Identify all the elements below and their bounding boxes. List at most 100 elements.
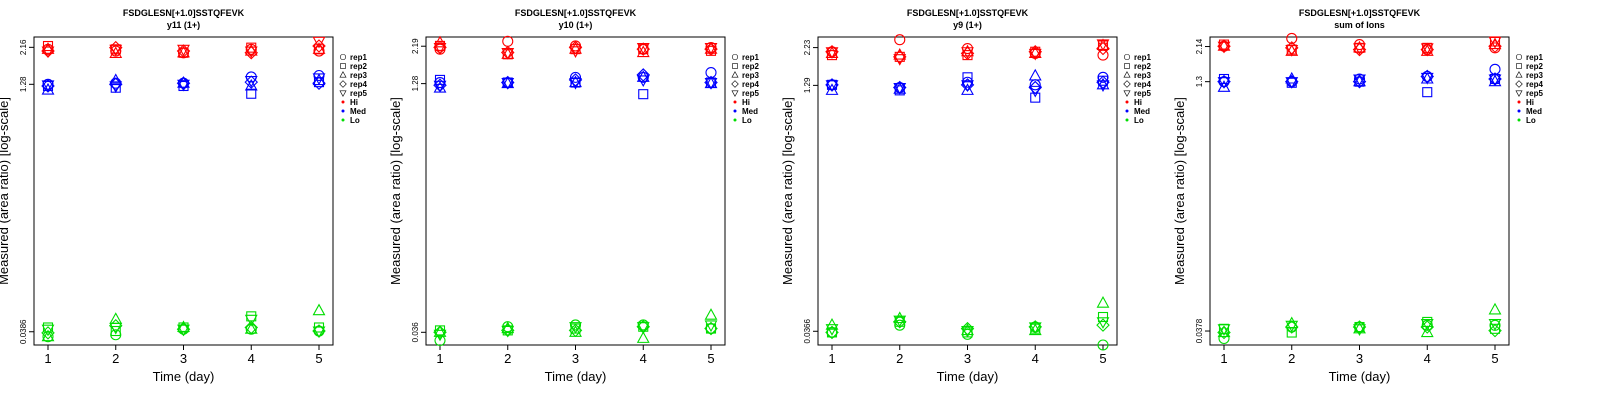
data-point <box>434 334 446 347</box>
legend-label: Lo <box>742 116 752 125</box>
legend-label: Med <box>742 107 758 116</box>
data-point <box>433 80 447 93</box>
data-point <box>244 320 259 335</box>
data-point <box>1353 43 1366 56</box>
data-point <box>636 68 651 82</box>
legend-dot <box>341 100 345 104</box>
plot-frame <box>817 36 1118 346</box>
data-point <box>1352 74 1367 89</box>
data-point <box>1488 323 1502 338</box>
data-point <box>1286 32 1298 45</box>
legend-label: rep3 <box>1526 71 1543 80</box>
data-point <box>1096 317 1110 329</box>
legend-marker <box>1123 80 1131 88</box>
legend-marker <box>731 53 739 61</box>
x-tick-label: 2 <box>112 351 119 366</box>
legend-label: rep3 <box>350 71 367 80</box>
data-point <box>1488 302 1502 315</box>
legend-marker <box>1123 71 1131 78</box>
data-point <box>1028 68 1042 81</box>
legend-label: rep2 <box>742 62 759 71</box>
y-tick-label: 2.19 <box>411 38 420 54</box>
data-point <box>502 35 514 47</box>
x-axis-label: Time (day) <box>153 369 215 384</box>
legend-label: rep4 <box>350 80 367 89</box>
data-point <box>312 303 326 316</box>
data-point <box>177 44 190 57</box>
data-point <box>704 42 718 55</box>
y-tick-label: 0.0366 <box>803 318 812 343</box>
legend-label: Hi <box>742 98 750 107</box>
data-point <box>1488 74 1502 87</box>
data-point <box>568 73 583 87</box>
data-point <box>501 47 515 60</box>
data-point <box>826 327 838 338</box>
legend-label: Med <box>1134 107 1150 116</box>
legend-marker <box>731 80 739 88</box>
data-point <box>825 80 839 92</box>
legend-label: Lo <box>350 116 360 125</box>
legend-label: rep1 <box>1134 53 1151 62</box>
legend-marker <box>339 53 347 61</box>
legend-marker <box>339 90 347 97</box>
x-tick-label: 5 <box>315 351 322 366</box>
data-point <box>825 47 839 59</box>
y-tick-label: 0.0386 <box>19 319 28 344</box>
x-tick-label: 1 <box>828 351 835 366</box>
y-tick-label: 2.14 <box>1195 38 1204 54</box>
data-point <box>893 315 907 328</box>
legend-label: rep1 <box>742 53 759 62</box>
data-point <box>41 46 55 59</box>
y-axis-label: Measured (area ratio) [log-scale] <box>388 97 403 285</box>
data-point <box>1096 318 1110 332</box>
data-point <box>109 46 123 59</box>
data-point <box>501 325 515 338</box>
data-point <box>1096 41 1110 56</box>
y-tick-label: 1.28 <box>19 76 28 92</box>
x-tick-label: 2 <box>504 351 511 366</box>
data-point <box>705 323 717 334</box>
data-point <box>1217 324 1231 336</box>
data-point <box>1028 48 1042 61</box>
y-tick-label: 1.29 <box>803 77 812 93</box>
x-tick-label: 3 <box>964 351 971 366</box>
legend-dot <box>733 100 737 104</box>
data-point <box>1285 45 1299 57</box>
chart-title: FSDGLESN[+1.0]SSTQFEVK <box>907 8 1029 18</box>
data-point <box>312 326 326 339</box>
data-point <box>1420 43 1434 56</box>
data-point <box>1421 70 1433 82</box>
data-point <box>569 322 582 334</box>
legend-marker <box>1515 90 1523 97</box>
x-tick-label: 5 <box>1099 351 1106 366</box>
data-point <box>825 325 839 340</box>
data-point <box>1422 87 1433 98</box>
data-point <box>1097 311 1109 323</box>
x-tick-label: 4 <box>1032 351 1039 366</box>
data-point <box>244 46 258 59</box>
data-point <box>41 324 55 337</box>
data-point <box>961 83 974 95</box>
y-tick-label: 2.16 <box>19 39 28 55</box>
legend-marker <box>339 71 347 78</box>
data-point <box>1028 85 1042 98</box>
data-point <box>1217 325 1231 338</box>
legend-label: Hi <box>1134 98 1142 107</box>
x-tick-label: 1 <box>436 351 443 366</box>
x-tick-label: 2 <box>1288 351 1295 366</box>
chart-panel-4: FSDGLESN[+1.0]SSTQFEVK sum of Ions 1 2 3 4 5 Ti… <box>1172 8 1543 384</box>
chart-title: FSDGLESN[+1.0]SSTQFEVK <box>515 8 637 18</box>
data-point <box>1028 322 1042 335</box>
data-point <box>41 326 55 340</box>
data-point <box>1028 80 1043 95</box>
data-point <box>177 79 190 92</box>
data-point <box>246 88 257 99</box>
legend-dot <box>733 118 737 122</box>
data-point <box>312 39 326 53</box>
legend-label: Med <box>350 107 366 116</box>
y-axis-label: Measured (area ratio) [log-scale] <box>0 97 11 285</box>
data-point <box>704 77 718 90</box>
legend-label: rep5 <box>1134 89 1151 98</box>
data-point <box>1096 80 1110 92</box>
